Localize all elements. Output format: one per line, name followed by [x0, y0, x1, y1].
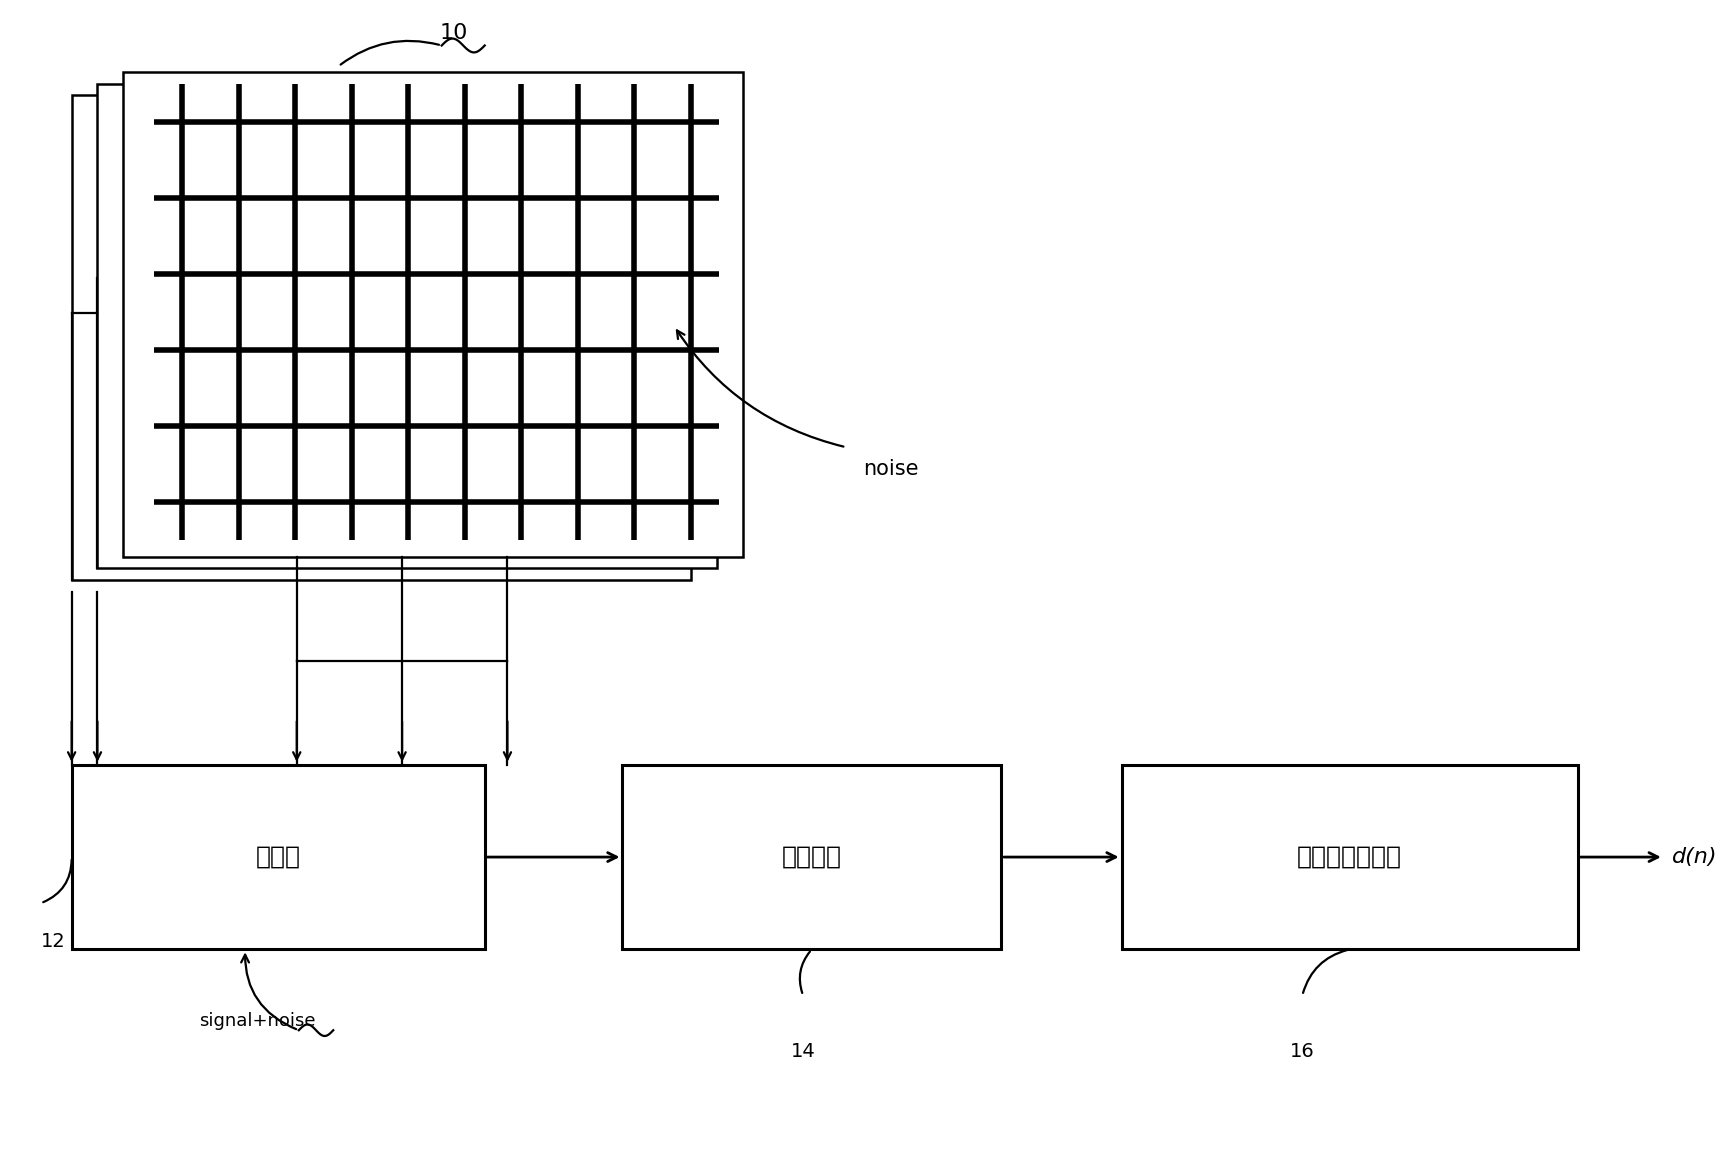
Text: noise: noise — [863, 459, 920, 479]
Text: 取样电路: 取样电路 — [781, 846, 842, 869]
Text: 多工器: 多工器 — [256, 846, 301, 869]
Bar — [71, 95, 691, 580]
Bar — [123, 72, 743, 557]
Text: 类比数位转换器: 类比数位转换器 — [1297, 846, 1403, 869]
Text: 16: 16 — [1290, 1042, 1315, 1060]
Bar — [622, 764, 1001, 949]
Bar — [97, 84, 717, 568]
Text: 10: 10 — [440, 23, 468, 43]
Text: 12: 12 — [40, 933, 66, 951]
Bar — [71, 764, 485, 949]
Bar — [1122, 764, 1578, 949]
Text: signal+noise: signal+noise — [199, 1012, 315, 1030]
Text: 14: 14 — [792, 1042, 816, 1060]
Text: d(n): d(n) — [1673, 847, 1718, 867]
